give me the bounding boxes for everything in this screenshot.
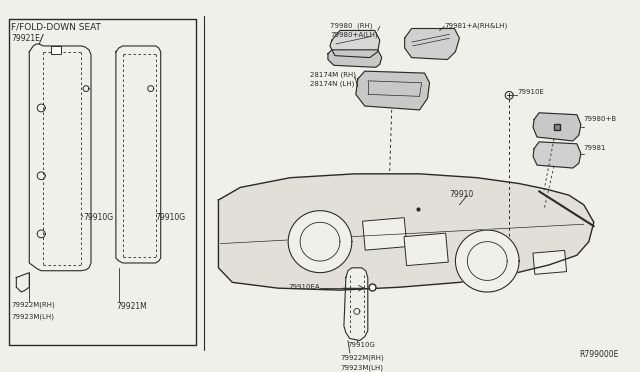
Polygon shape [17,273,29,292]
Polygon shape [218,174,594,290]
Text: 79910G: 79910G [83,213,113,222]
Text: 79921E: 79921E [12,34,40,43]
Polygon shape [533,142,581,168]
Text: 79922M(RH): 79922M(RH) [12,302,55,308]
Text: 79923M(LH): 79923M(LH) [340,365,383,371]
Polygon shape [344,268,368,340]
Polygon shape [116,46,161,263]
Text: 79910: 79910 [449,190,474,199]
Text: 79980+A(LH): 79980+A(LH) [330,31,378,38]
Text: 79910G: 79910G [156,213,186,222]
Text: 79910E: 79910E [517,89,544,94]
Text: 79910EA: 79910EA [289,284,320,290]
Polygon shape [356,71,429,110]
Polygon shape [288,211,352,273]
Bar [533,250,566,274]
Text: 79910G: 79910G [348,342,376,349]
Polygon shape [533,113,581,141]
Text: F/FOLD-DOWN SEAT: F/FOLD-DOWN SEAT [12,23,101,32]
Text: 79923M(LH): 79923M(LH) [12,313,54,320]
Text: 79981+A(RH&LH): 79981+A(RH&LH) [444,23,508,29]
Bar [404,233,448,266]
Text: 79922M(RH): 79922M(RH) [340,354,383,360]
Text: 28174M (RH): 28174M (RH) [310,71,356,78]
Text: 79921M: 79921M [116,302,147,311]
Bar [51,46,61,54]
Polygon shape [330,31,380,58]
Bar [363,218,407,250]
Polygon shape [29,44,91,271]
Text: 79980  (RH): 79980 (RH) [330,23,372,29]
Polygon shape [456,230,519,292]
Text: R799000E: R799000E [579,350,618,359]
Text: 79981: 79981 [584,145,606,151]
Polygon shape [328,50,381,67]
Polygon shape [404,29,460,60]
Text: 79980+B: 79980+B [584,116,617,122]
Text: 28174N (LH): 28174N (LH) [310,81,355,87]
